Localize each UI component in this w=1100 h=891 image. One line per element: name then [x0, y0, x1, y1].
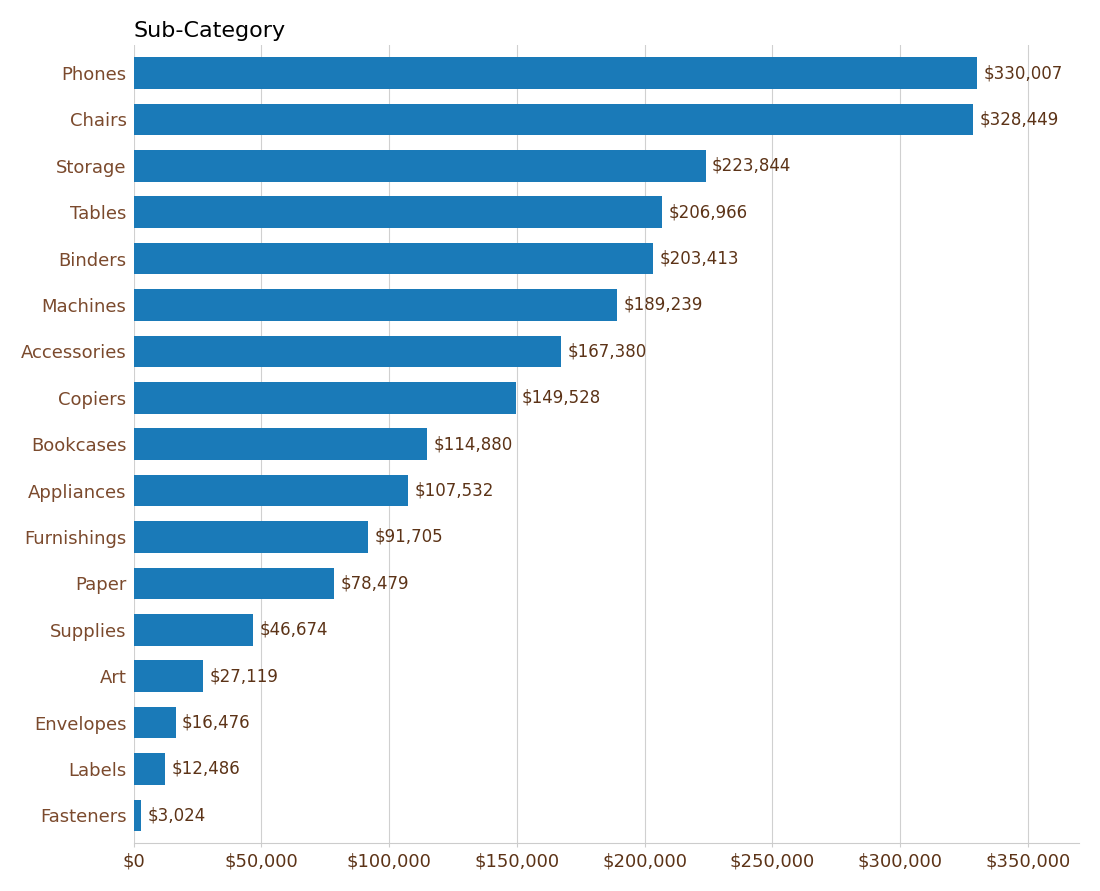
Text: $114,880: $114,880	[433, 435, 513, 454]
Bar	[133, 475, 408, 506]
Bar	[133, 614, 253, 645]
Text: $46,674: $46,674	[260, 621, 328, 639]
Bar	[133, 521, 367, 552]
Bar	[133, 196, 662, 228]
Text: $330,007: $330,007	[983, 64, 1063, 82]
Bar	[133, 753, 165, 785]
Text: $328,449: $328,449	[979, 110, 1058, 128]
Bar	[133, 429, 427, 460]
Text: $206,966: $206,966	[669, 203, 748, 221]
Text: $167,380: $167,380	[568, 342, 647, 360]
Bar	[133, 290, 617, 321]
Bar	[133, 382, 516, 413]
Bar	[133, 243, 653, 274]
Text: Sub-Category: Sub-Category	[133, 20, 286, 41]
Text: $16,476: $16,476	[182, 714, 251, 732]
Text: $3,024: $3,024	[147, 806, 206, 824]
Bar	[133, 707, 176, 739]
Bar	[133, 660, 202, 692]
Text: $149,528: $149,528	[522, 388, 602, 407]
Text: $78,479: $78,479	[341, 575, 409, 593]
Bar	[133, 150, 705, 182]
Text: $223,844: $223,844	[712, 157, 791, 175]
Bar	[133, 568, 334, 599]
Bar	[133, 57, 977, 89]
Bar	[133, 799, 141, 831]
Text: $12,486: $12,486	[172, 760, 241, 778]
Text: $27,119: $27,119	[209, 667, 278, 685]
Text: $107,532: $107,532	[415, 481, 494, 500]
Bar	[133, 336, 561, 367]
Text: $91,705: $91,705	[374, 528, 443, 546]
Bar	[133, 103, 974, 135]
Text: $189,239: $189,239	[624, 296, 703, 314]
Text: $203,413: $203,413	[660, 249, 739, 267]
